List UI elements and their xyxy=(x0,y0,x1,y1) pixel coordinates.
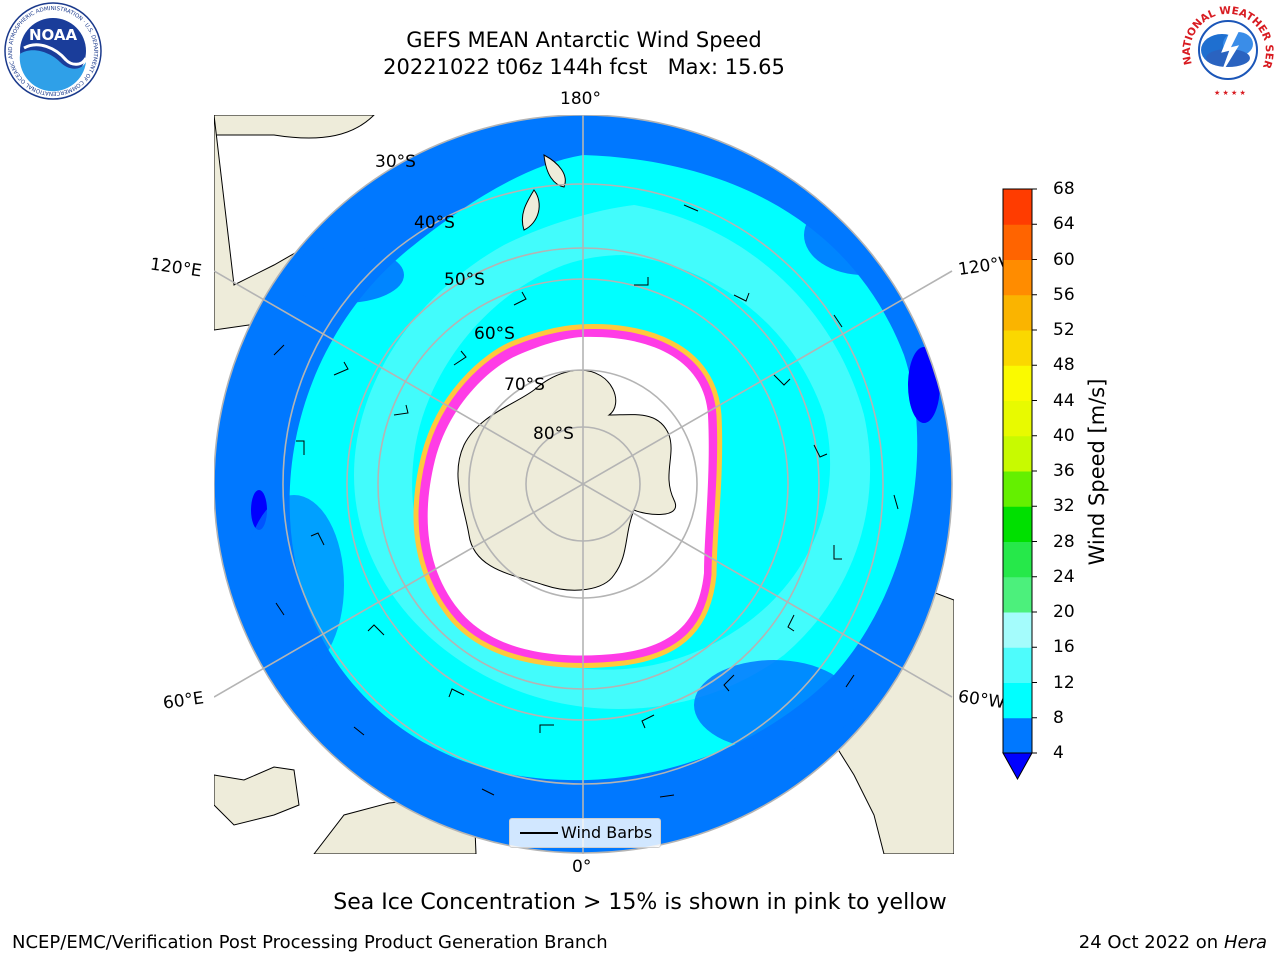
colorbar-segment xyxy=(1003,400,1032,437)
land-madagascar xyxy=(214,766,300,826)
land-asia xyxy=(214,115,375,139)
date-text: 24 Oct 2022 on xyxy=(1078,932,1224,953)
chart-subtitle: 20221022 t06z 144h fcst Max: 15.65 xyxy=(383,55,785,79)
polar-stereographic-map xyxy=(214,115,954,854)
noaa-logo: NATIONAL OCEANIC AND ATMOSPHERIC ADMINIS… xyxy=(2,2,102,100)
colorbar-segment xyxy=(1003,224,1032,260)
map-legend: Wind Barbs xyxy=(509,818,661,848)
colorbar-segment xyxy=(1003,506,1032,542)
colorbar-segment xyxy=(1003,647,1032,683)
colorbar-segment xyxy=(1003,682,1032,719)
colorbar-tick-label: 52 xyxy=(1053,320,1075,340)
lat-label-30s: 30°S xyxy=(375,152,416,172)
colorbar-segment xyxy=(1003,541,1032,578)
chart-title: GEFS MEAN Antarctic Wind Speed xyxy=(406,28,762,52)
credit-line: NCEP/EMC/Verification Post Processing Pr… xyxy=(12,932,608,953)
colorbar xyxy=(1002,188,1037,781)
lon-label-0: 0° xyxy=(572,857,592,877)
noaa-logo-text: NOAA xyxy=(29,26,78,44)
legend-label: Wind Barbs xyxy=(561,823,653,842)
nws-logo: NATIONAL WEATHER SERVICE ★ ★ ★ ★ xyxy=(1178,2,1275,97)
land-antarctica xyxy=(457,369,677,591)
wind-barb-legend-icon xyxy=(520,832,558,834)
colorbar-tick-label: 40 xyxy=(1053,425,1075,446)
colorbar-tick-label: 64 xyxy=(1053,214,1075,235)
colorbar-tick-label: 16 xyxy=(1053,637,1075,658)
lat-label-60s: 60°S xyxy=(474,324,515,344)
lat-label-50s: 50°S xyxy=(444,270,485,290)
colorbar-tick-label: 44 xyxy=(1053,390,1075,411)
colorbar-tick-label: 28 xyxy=(1053,531,1075,552)
colorbar-segment xyxy=(1003,717,1032,754)
colorbar-tick-label: 8 xyxy=(1053,707,1064,728)
colorbar-tick-label: 32 xyxy=(1053,496,1075,517)
lon-label-180: 180° xyxy=(560,89,601,109)
lat-label-70s: 70°S xyxy=(504,375,545,395)
date-stamp: 24 Oct 2022 on Hera xyxy=(1079,932,1267,953)
machine-name: Hera xyxy=(1223,932,1267,953)
colorbar-tick-label: 4 xyxy=(1053,743,1064,763)
colorbar-segment xyxy=(1003,576,1032,613)
sea-ice-note: Sea Ice Concentration > 15% is shown in … xyxy=(333,890,947,915)
lat-label-40s: 40°S xyxy=(414,213,455,233)
colorbar-tick-label: 24 xyxy=(1053,566,1075,587)
colorbar-segment xyxy=(1003,435,1032,472)
colorbar-segment xyxy=(1003,330,1032,366)
lon-label-60e: 60°E xyxy=(161,688,206,714)
colorbar-tick-label: 12 xyxy=(1053,672,1075,693)
colorbar-label: Wind Speed [m/s] xyxy=(1085,378,1109,566)
colorbar-tick-label: 36 xyxy=(1053,461,1075,481)
land-new-zealand xyxy=(521,154,566,231)
wind-barbs xyxy=(273,204,899,798)
colorbar-segment xyxy=(1003,294,1032,331)
colorbar-tick-label: 56 xyxy=(1053,284,1075,305)
colorbar-segment xyxy=(1003,612,1032,648)
colorbar-tick-label: 68 xyxy=(1053,179,1075,199)
colorbar-segment xyxy=(1003,471,1032,507)
colorbar-tick-label: 20 xyxy=(1053,602,1075,622)
colorbar-segment xyxy=(1003,259,1032,296)
nws-stars-icon: ★ ★ ★ ★ xyxy=(1214,89,1246,97)
graticule xyxy=(214,115,953,854)
colorbar-tick-label: 60 xyxy=(1053,249,1075,270)
colorbar-segment xyxy=(1003,189,1032,225)
colorbar-extend-min xyxy=(1002,752,1033,781)
lat-label-80s: 80°S xyxy=(533,424,574,444)
colorbar-tick-label: 48 xyxy=(1053,355,1075,376)
lon-label-120e: 120°E xyxy=(148,254,203,282)
colorbar-segment xyxy=(1003,365,1032,401)
